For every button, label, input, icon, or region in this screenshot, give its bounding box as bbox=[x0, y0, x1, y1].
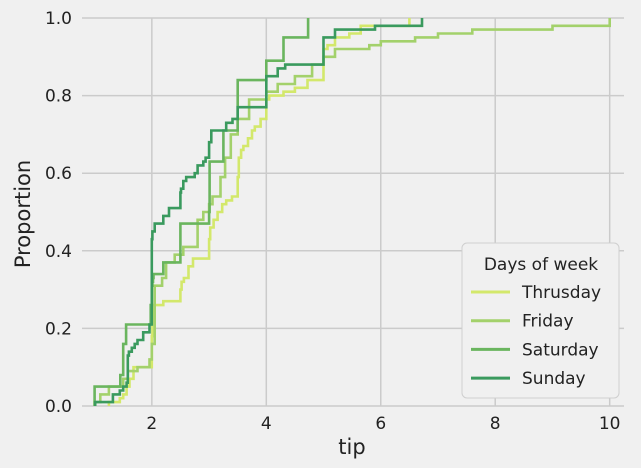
legend-box bbox=[461, 242, 620, 399]
ecdf-line-sunday bbox=[93, 18, 424, 406]
legend: Days of week Thrusday Friday Saturday Sunda… bbox=[461, 242, 620, 399]
y-tick-label: 0.4 bbox=[45, 242, 72, 262]
y-tick-label: 0.6 bbox=[45, 164, 72, 184]
series-layer bbox=[93, 18, 611, 406]
x-tick-label: 2 bbox=[146, 414, 157, 434]
tick-labels: 2 4 6 8 10 0.0 0.2 0.4 0.6 0.8 1.0 bbox=[45, 9, 621, 434]
legend-title: Days of week bbox=[484, 255, 598, 275]
legend-label-thrusday: Thrusday bbox=[521, 283, 601, 303]
y-tick-label: 1.0 bbox=[45, 9, 72, 29]
y-tick-label: 0.8 bbox=[45, 87, 72, 107]
x-tick-label: 10 bbox=[599, 414, 621, 434]
y-tick-label: 0.2 bbox=[45, 319, 72, 339]
ecdf-line-thrusday bbox=[107, 18, 411, 406]
x-tick-label: 8 bbox=[490, 414, 501, 434]
x-axis-label: tip bbox=[338, 435, 365, 459]
ecdf-line-friday bbox=[93, 18, 611, 406]
ecdf-line-saturday bbox=[93, 18, 310, 406]
x-tick-label: 4 bbox=[261, 414, 272, 434]
legend-label-saturday: Saturday bbox=[522, 340, 599, 360]
y-axis-label: Proportion bbox=[11, 160, 35, 268]
legend-label-friday: Friday bbox=[522, 312, 574, 332]
y-tick-label: 0.0 bbox=[45, 397, 72, 417]
legend-entries: Thrusday Friday Saturday Sunday bbox=[471, 283, 601, 389]
legend-label-sunday: Sunday bbox=[522, 369, 586, 389]
x-tick-label: 6 bbox=[375, 414, 386, 434]
